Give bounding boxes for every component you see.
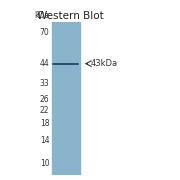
Text: 22: 22 [40,106,50,115]
Text: 26: 26 [40,95,50,104]
Text: 10: 10 [40,159,50,168]
Text: 44: 44 [40,59,50,68]
Text: 33: 33 [40,78,50,87]
Text: kDa: kDa [34,11,50,20]
Bar [52,22,80,175]
Title: Western Blot: Western Blot [37,11,104,21]
Text: 18: 18 [40,120,50,129]
Text: 14: 14 [40,136,50,145]
Text: 43kDa: 43kDa [91,59,118,68]
Text: 70: 70 [40,28,50,37]
